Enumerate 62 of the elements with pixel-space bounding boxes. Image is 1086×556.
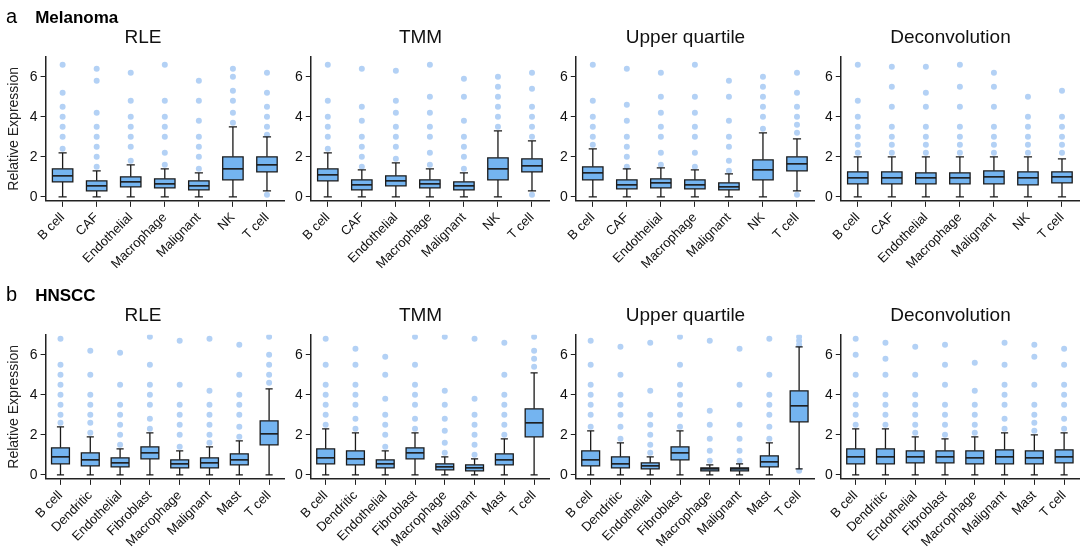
y-axis-title: Relative Expression [5, 66, 22, 191]
y-tick-label: 0 [824, 465, 833, 482]
chart-title: TMM [398, 25, 443, 47]
x-tick-label: B cell [829, 209, 863, 243]
y-tick-label: 0 [824, 187, 833, 204]
y-tick-label: 2 [824, 147, 833, 164]
y-axis-title: Relative Expression [5, 344, 22, 469]
y-tick-label: 6 [29, 67, 38, 84]
x-tick-label: B cell [564, 209, 598, 243]
x-tick-label: NK [744, 209, 768, 233]
x-tick-label: T cell [504, 209, 537, 242]
y-tick-label: 0 [29, 187, 38, 204]
y-tick-label: 2 [559, 425, 568, 442]
y-tick-label: 4 [29, 107, 38, 124]
y-tick-label: 4 [29, 385, 38, 402]
chart-title: TMM [398, 303, 443, 325]
y-tick-label: 0 [294, 465, 303, 482]
text: b [6, 283, 18, 306]
y-tick-label: 6 [559, 345, 568, 362]
y-tick-label: 6 [29, 345, 38, 362]
x-tick-label: NK [479, 209, 503, 233]
x-tick-label: B cell [34, 209, 68, 243]
text: a [6, 5, 18, 28]
y-tick-label: 2 [824, 425, 833, 442]
y-tick-label: 4 [559, 385, 568, 402]
x-tick-label: T cell [241, 487, 274, 520]
y-tick-label: 2 [29, 425, 38, 442]
y-tick-label: 2 [29, 147, 38, 164]
x-tick-label: T cell [506, 487, 539, 520]
y-tick-label: 6 [294, 67, 303, 84]
x-tick-label: T cell [1036, 487, 1069, 520]
chart-title: RLE [124, 303, 162, 325]
y-tick-label: 4 [559, 107, 568, 124]
y-tick-label: 6 [559, 67, 568, 84]
text: Melanoma [35, 8, 119, 28]
chart-title: RLE [124, 25, 162, 47]
y-tick-label: 4 [824, 107, 833, 124]
y-tick-label: 2 [294, 147, 303, 164]
y-tick-label: 0 [29, 465, 38, 482]
x-tick-label: NK [214, 209, 238, 233]
chart-title: Deconvolution [890, 25, 1011, 47]
chart-title: Upper quartile [625, 303, 746, 325]
y-tick-label: 4 [294, 385, 303, 402]
chart-title: Deconvolution [890, 303, 1011, 325]
text: HNSCC [35, 286, 96, 306]
x-tick-label: NK [1009, 209, 1033, 233]
x-tick-label: B cell [299, 209, 333, 243]
y-tick-label: 6 [824, 345, 833, 362]
y-tick-label: 6 [824, 67, 833, 84]
y-tick-label: 2 [559, 147, 568, 164]
y-tick-label: 4 [824, 385, 833, 402]
y-tick-label: 4 [294, 107, 303, 124]
x-tick-label: T cell [1034, 209, 1067, 242]
y-tick-label: 0 [294, 187, 303, 204]
chart-title: Upper quartile [625, 25, 746, 47]
x-tick-label: T cell [769, 209, 802, 242]
x-tick-label: T cell [771, 487, 804, 520]
y-tick-label: 0 [559, 465, 568, 482]
x-tick-label: T cell [239, 209, 272, 242]
y-tick-label: 2 [294, 425, 303, 442]
y-tick-label: 6 [294, 345, 303, 362]
y-tick-label: 0 [559, 187, 568, 204]
